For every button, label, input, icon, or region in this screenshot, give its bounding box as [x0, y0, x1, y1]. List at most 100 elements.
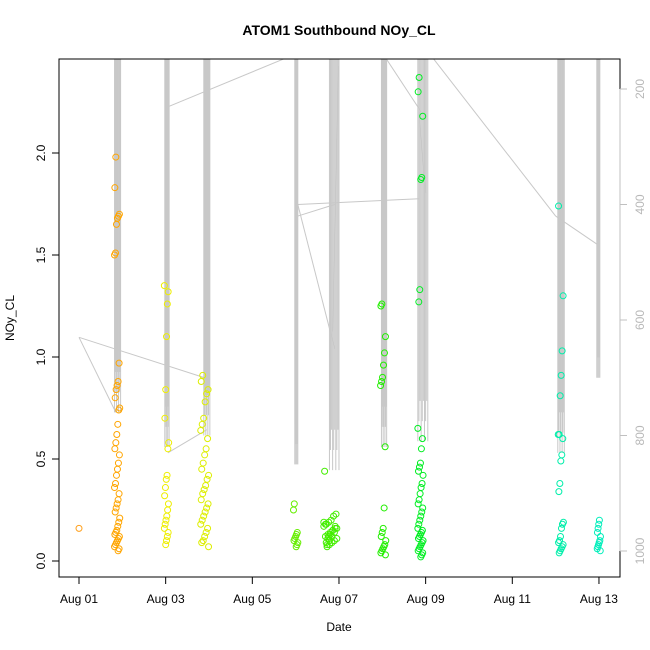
scatter-point: [557, 533, 565, 541]
scatter-point: [200, 486, 208, 494]
scatter-points-layer: [75, 74, 604, 561]
y-tick-label: 0.0: [34, 552, 48, 569]
scatter-point: [555, 488, 563, 496]
scatter-point: [417, 484, 425, 492]
scatter-point: [113, 500, 121, 508]
scatter-point: [162, 516, 170, 524]
scatter-point: [114, 522, 122, 530]
scatter-point: [555, 202, 563, 210]
scatter-point: [115, 210, 123, 218]
y-tick-label: 0.5: [34, 450, 48, 467]
scatter-point: [116, 514, 124, 522]
scatter-point: [199, 537, 207, 545]
scatter-point: [112, 249, 120, 257]
scatter-point: [115, 451, 123, 459]
scatter-point: [198, 539, 206, 547]
x-tick-label: Aug 03: [147, 592, 185, 606]
scatter-point: [379, 524, 387, 532]
scatter-point: [320, 518, 328, 526]
scatter-point: [115, 545, 123, 553]
y2-tick-label: 200: [633, 79, 647, 99]
pressure-transit-line: [433, 59, 557, 217]
scatter-point: [201, 533, 209, 541]
scatter-point: [418, 526, 426, 534]
scatter-point: [419, 537, 427, 545]
scatter-point: [556, 392, 564, 400]
scatter-point: [322, 539, 330, 547]
y-axis-title: NOy_CL: [3, 295, 17, 341]
pressure-transit-line: [297, 204, 336, 349]
scatter-point: [205, 471, 213, 479]
pressure-trace-layer: [78, 59, 601, 471]
scatter-point: [197, 520, 205, 528]
scatter-point: [112, 479, 120, 487]
scatter-point: [331, 522, 339, 530]
scatter-point: [111, 484, 119, 492]
scatter-point: [163, 533, 171, 541]
scatter-point: [200, 414, 208, 422]
scatter-point: [161, 520, 169, 528]
scatter-point: [595, 520, 603, 528]
scatter-point: [414, 500, 422, 508]
scatter-point: [414, 424, 422, 432]
scatter-point: [112, 439, 120, 447]
scatter-point: [416, 459, 424, 467]
scatter-point: [415, 463, 423, 471]
scatter-point: [204, 500, 212, 508]
scatter-point: [75, 524, 83, 532]
y2-tick-label: 600: [633, 310, 647, 330]
scatter-point: [204, 386, 212, 394]
scatter-point: [559, 518, 567, 526]
scatter-point: [418, 508, 426, 516]
scatter-point: [559, 541, 567, 549]
scatter-point: [112, 386, 120, 394]
scatter-point: [381, 541, 389, 549]
scatter-point: [596, 537, 604, 545]
scatter-point: [415, 74, 423, 82]
chart-title: ATOM1 Southbound NOy_CL: [242, 22, 436, 38]
scatter-point: [161, 484, 169, 492]
scatter-point: [377, 382, 385, 390]
scatter-point: [556, 479, 564, 487]
scatter-point: [162, 541, 170, 549]
scatter-point: [164, 288, 172, 296]
scatter-point: [380, 361, 388, 369]
scatter-point: [414, 88, 422, 96]
scatter-point: [201, 398, 209, 406]
scatter-point: [594, 524, 602, 532]
scatter-point: [332, 510, 340, 518]
x-tick-label: Aug 11: [494, 592, 531, 606]
scatter-point: [381, 333, 389, 341]
x-axis-title: Date: [326, 620, 352, 634]
x-tick-label: Aug 07: [320, 592, 358, 606]
x-axis: Aug 01 Aug 03 Aug 05 Aug 07 Aug 09 Aug 11 Aug …: [60, 576, 618, 606]
scatter-point: [114, 459, 122, 467]
scatter-point: [378, 377, 386, 385]
scatter-point: [416, 286, 424, 294]
y-tick-label: 1.0: [34, 348, 48, 365]
scatter-point: [113, 431, 121, 439]
scatter-point: [558, 451, 566, 459]
pressure-transit-line: [297, 198, 420, 205]
scatter-point: [161, 414, 169, 422]
scatter-point: [162, 386, 170, 394]
x-tick-label: Aug 09: [407, 592, 445, 606]
scatter-point: [290, 500, 298, 508]
scatter-point: [111, 508, 119, 516]
scatter-point: [113, 382, 121, 390]
scatter-point: [160, 524, 168, 532]
scatter-point: [559, 292, 567, 300]
scatter-point: [417, 445, 425, 453]
scatter-point: [419, 112, 427, 120]
scatter-point: [164, 528, 172, 536]
y2-tick-label: 800: [633, 425, 647, 445]
scatter-point: [116, 404, 124, 412]
scatter-point: [380, 349, 388, 357]
scatter-point: [113, 526, 121, 534]
scatter-point: [557, 524, 565, 532]
scatter-point: [418, 435, 426, 443]
scatter-point: [163, 333, 171, 341]
scatter-point: [162, 475, 170, 483]
pressure-transit-line: [385, 59, 422, 113]
x-tick-label: Aug 13: [580, 592, 618, 606]
